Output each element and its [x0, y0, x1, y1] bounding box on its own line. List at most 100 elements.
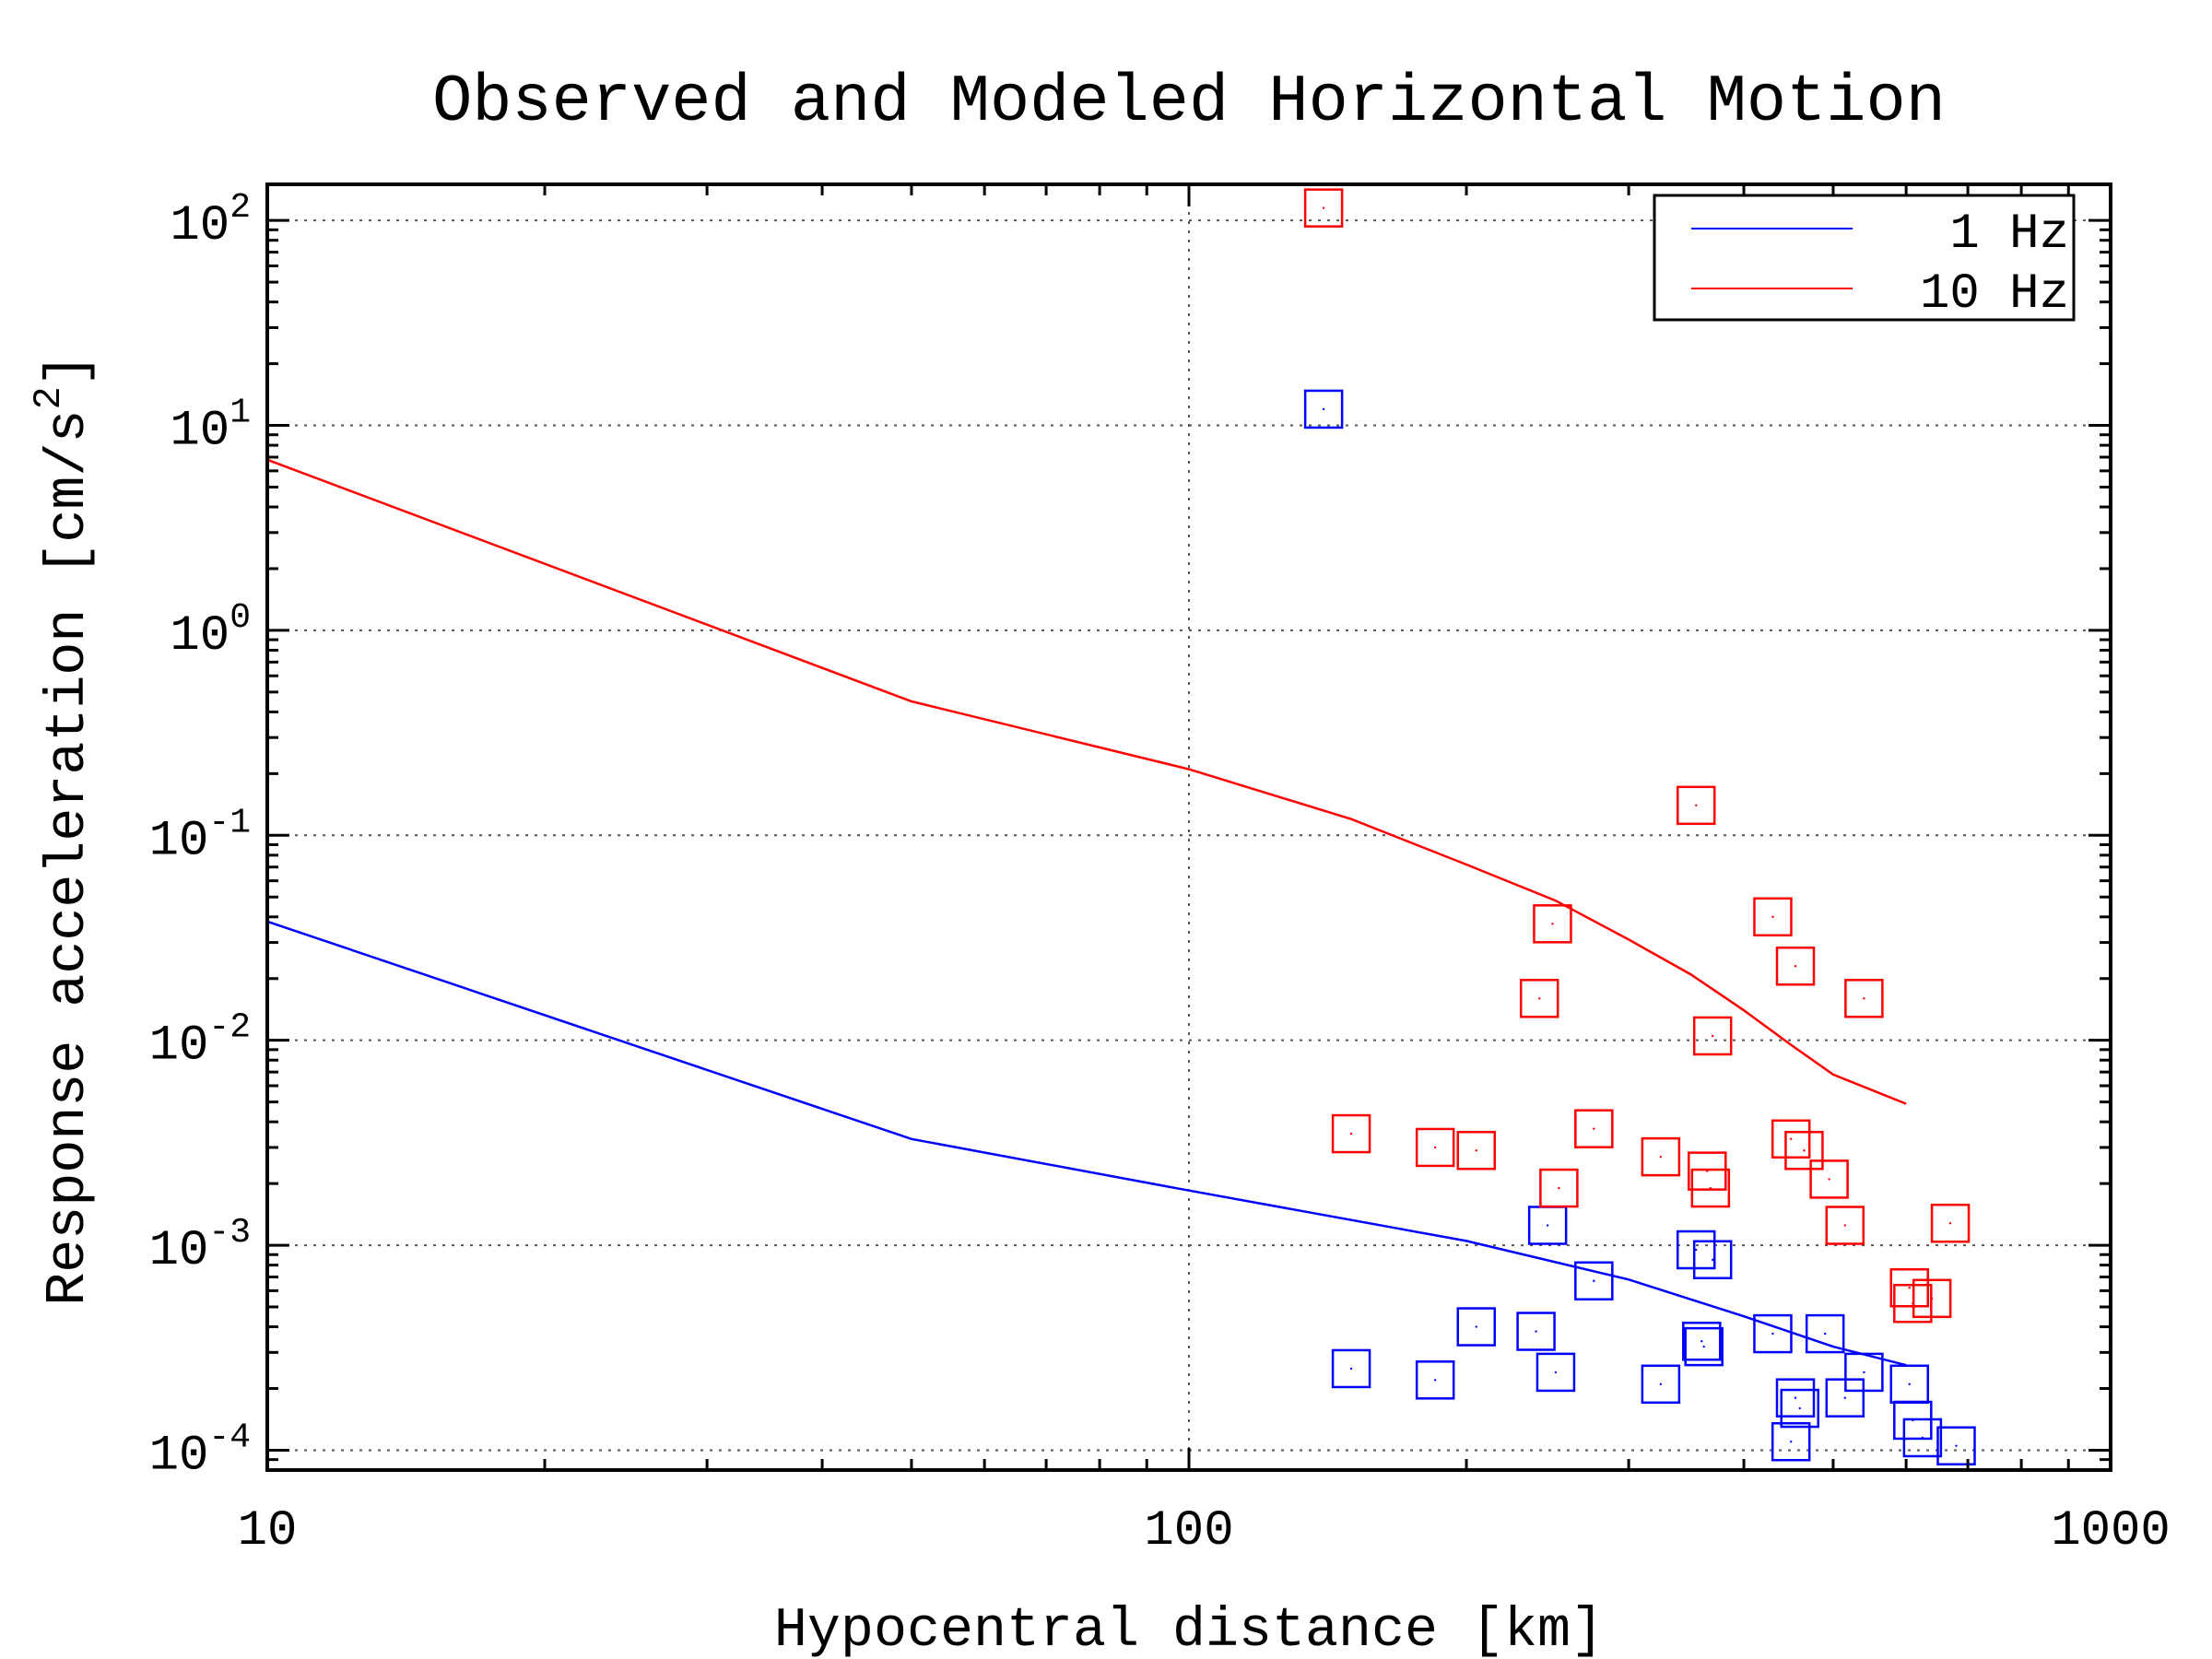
y-tick-exponent: -4: [208, 1418, 251, 1457]
observed-point-marker: [1844, 979, 1884, 1018]
observed-point-marker: [1692, 1240, 1733, 1280]
observed-data-markers: [1303, 188, 1976, 1465]
observed-point-marker: [1641, 1364, 1681, 1405]
y-axis-label-exponent: 2: [27, 386, 71, 409]
observed-point-marker: [1641, 1136, 1681, 1177]
x-tick-label: 10: [238, 1503, 298, 1559]
observed-point-marker: [1684, 1326, 1724, 1367]
observed-point-center: [1771, 915, 1774, 918]
observed-point-marker: [1415, 1360, 1455, 1400]
observed-point-marker: [1775, 1378, 1816, 1418]
y-tick-exponent: 2: [229, 188, 251, 228]
observed-point-marker: [1936, 1426, 1976, 1465]
observed-point-marker: [1753, 1313, 1793, 1354]
observed-point-marker: [1676, 1230, 1716, 1270]
observed-point-center: [1843, 1224, 1847, 1227]
observed-point-center: [1554, 1371, 1558, 1374]
model-curves: [266, 458, 1907, 1367]
y-tick-base: 10: [170, 608, 229, 665]
observed-point-center: [1538, 997, 1541, 1000]
y-tick-exponent: 1: [229, 394, 251, 433]
observed-point-marker: [1809, 1159, 1849, 1199]
observed-point-marker: [1676, 785, 1716, 826]
y-tick-base: 10: [149, 1223, 209, 1279]
observed-point-marker: [1775, 946, 1816, 986]
observed-point-center: [1828, 1178, 1830, 1181]
observed-point-marker: [1303, 188, 1344, 228]
observed-point-center: [1823, 1332, 1827, 1335]
observed-point-marker: [1516, 1312, 1556, 1351]
observed-point-marker: [1539, 1168, 1579, 1208]
observed-point-center: [1546, 1224, 1549, 1227]
observed-point-marker: [1331, 1348, 1371, 1389]
y-tick-label: 102: [170, 188, 251, 254]
observed-point-marker: [1780, 1388, 1820, 1429]
observed-point-center: [1948, 1222, 1952, 1225]
observed-point-center: [1921, 1436, 1924, 1440]
observed-point-marker: [1771, 1421, 1811, 1462]
observed-point-marker: [1456, 1307, 1497, 1347]
observed-point-marker: [1331, 1113, 1371, 1154]
observed-point-marker: [1692, 1016, 1733, 1056]
observed-point-marker: [1784, 1130, 1824, 1171]
observed-point-marker: [1771, 1119, 1811, 1159]
y-tick-label: 101: [170, 394, 251, 460]
observed-point-center: [1794, 965, 1797, 968]
y-tick-base: 10: [170, 404, 229, 460]
observed-point-center: [1712, 1034, 1714, 1038]
observed-point-center: [1349, 1132, 1353, 1135]
model-line-1hz: [266, 920, 1907, 1367]
observed-point-center: [1803, 1149, 1806, 1152]
observed-point-center: [1930, 1297, 1934, 1300]
observed-point-marker: [1682, 1322, 1722, 1361]
observed-point-marker: [1889, 1267, 1930, 1308]
observed-point-center: [1593, 1279, 1595, 1282]
plot-area-frame: [265, 182, 2112, 1472]
observed-point-marker: [1535, 1352, 1576, 1393]
observed-point-center: [1433, 1379, 1437, 1382]
y-tick-label: 10-3: [149, 1213, 251, 1279]
legend-label-10hz: 10 Hz: [1920, 266, 2069, 323]
observed-point-center: [1551, 923, 1554, 925]
observed-point-center: [1702, 1345, 1705, 1348]
observed-point-marker: [1533, 904, 1572, 944]
observed-point-center: [1475, 1325, 1477, 1328]
observed-point-center: [1790, 1137, 1793, 1140]
observed-point-marker: [1690, 1168, 1731, 1208]
observed-point-marker: [1753, 897, 1793, 937]
observed-point-marker: [1930, 1203, 1971, 1243]
observed-point-center: [1558, 1186, 1560, 1190]
observed-point-marker: [1574, 1109, 1614, 1148]
y-tick-label: 10-2: [149, 1008, 251, 1075]
observed-point-center: [1695, 1248, 1698, 1252]
observed-point-center: [1863, 997, 1865, 1000]
y-tick-exponent: -2: [208, 1008, 251, 1048]
observed-point-center: [1709, 1186, 1712, 1190]
y-tick-exponent: -1: [208, 803, 251, 842]
legend-box: [1653, 194, 2076, 322]
y-tick-exponent: -3: [208, 1213, 251, 1253]
y-tick-label: 10-4: [149, 1418, 251, 1484]
observed-point-marker: [1415, 1127, 1455, 1168]
observed-point-center: [1771, 1332, 1774, 1335]
y-axis-label-main: Response acceleration [cm/s: [38, 410, 100, 1306]
observed-point-center: [1659, 1155, 1663, 1159]
observed-point-center: [1322, 407, 1325, 411]
observed-point-center: [1700, 1340, 1703, 1343]
observed-point-center: [1433, 1146, 1437, 1149]
y-axis-label: Response acceleration [cm/s2]: [27, 353, 100, 1305]
observed-point-marker: [1805, 1313, 1845, 1354]
observed-point-center: [1349, 1367, 1353, 1371]
observed-point-marker: [1519, 979, 1559, 1018]
y-tick-label: 100: [170, 598, 251, 665]
legend-label-1hz: 1 Hz: [1949, 206, 2069, 263]
y-tick-base: 10: [149, 1018, 209, 1075]
observed-point-center: [1843, 1396, 1847, 1399]
grid-lines: [267, 184, 2111, 1470]
y-axis-label-tail: ]: [38, 353, 100, 386]
y-tick-exponent: 0: [229, 598, 251, 638]
observed-point-center: [1695, 804, 1698, 807]
observed-point-center: [1955, 1444, 1958, 1447]
observed-point-center: [1535, 1330, 1537, 1333]
